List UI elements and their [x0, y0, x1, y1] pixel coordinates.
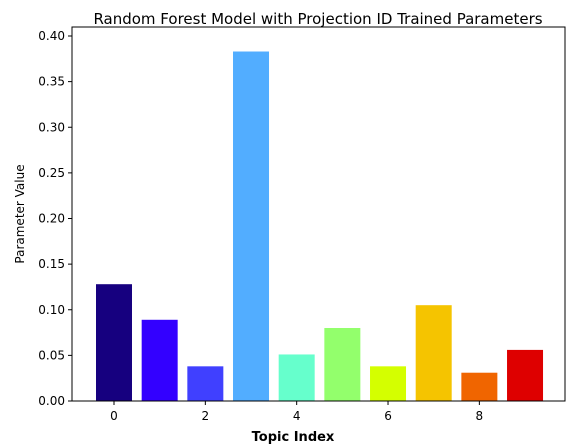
x-tick-label: 4 [293, 409, 301, 423]
x-axis-ticks: 0 2 4 6 8 [110, 401, 483, 423]
chart-title: Random Forest Model with Projection ID T… [93, 10, 542, 28]
y-tick-label: 0.35 [38, 75, 65, 89]
y-tick-label: 0.15 [38, 257, 65, 271]
bar-topic-5 [324, 328, 361, 401]
y-tick-label: 0.30 [38, 120, 65, 134]
bar-topic-7 [415, 305, 452, 401]
bar-topic-8 [461, 372, 498, 401]
y-tick-label: 0.40 [38, 29, 65, 43]
y-tick-label: 0.10 [38, 303, 65, 317]
y-tick-label: 0.00 [38, 394, 65, 408]
x-tick-label: 0 [110, 409, 118, 423]
x-tick-label: 2 [202, 409, 210, 423]
bar-topic-1 [141, 319, 178, 401]
bar-topic-2 [187, 366, 224, 401]
y-tick-label: 0.20 [38, 212, 65, 226]
bar-topic-0 [96, 284, 132, 401]
y-axis-ticks: 0.00 0.05 0.10 0.15 0.20 0.25 0.30 0.35 0.40 [38, 29, 72, 408]
bars-group [96, 51, 544, 401]
y-axis-label: Parameter Value [13, 164, 27, 263]
bar-topic-6 [370, 366, 407, 401]
bar-topic-9 [507, 349, 544, 401]
bar-topic-4 [278, 354, 315, 401]
bar-topic-3 [233, 51, 270, 401]
y-tick-label: 0.05 [38, 348, 65, 362]
plot-frame [71, 26, 566, 402]
x-tick-label: 8 [476, 409, 484, 423]
x-axis-label: Topic Index [252, 430, 335, 445]
y-tick-label: 0.25 [38, 166, 65, 180]
x-tick-label: 6 [384, 409, 392, 423]
